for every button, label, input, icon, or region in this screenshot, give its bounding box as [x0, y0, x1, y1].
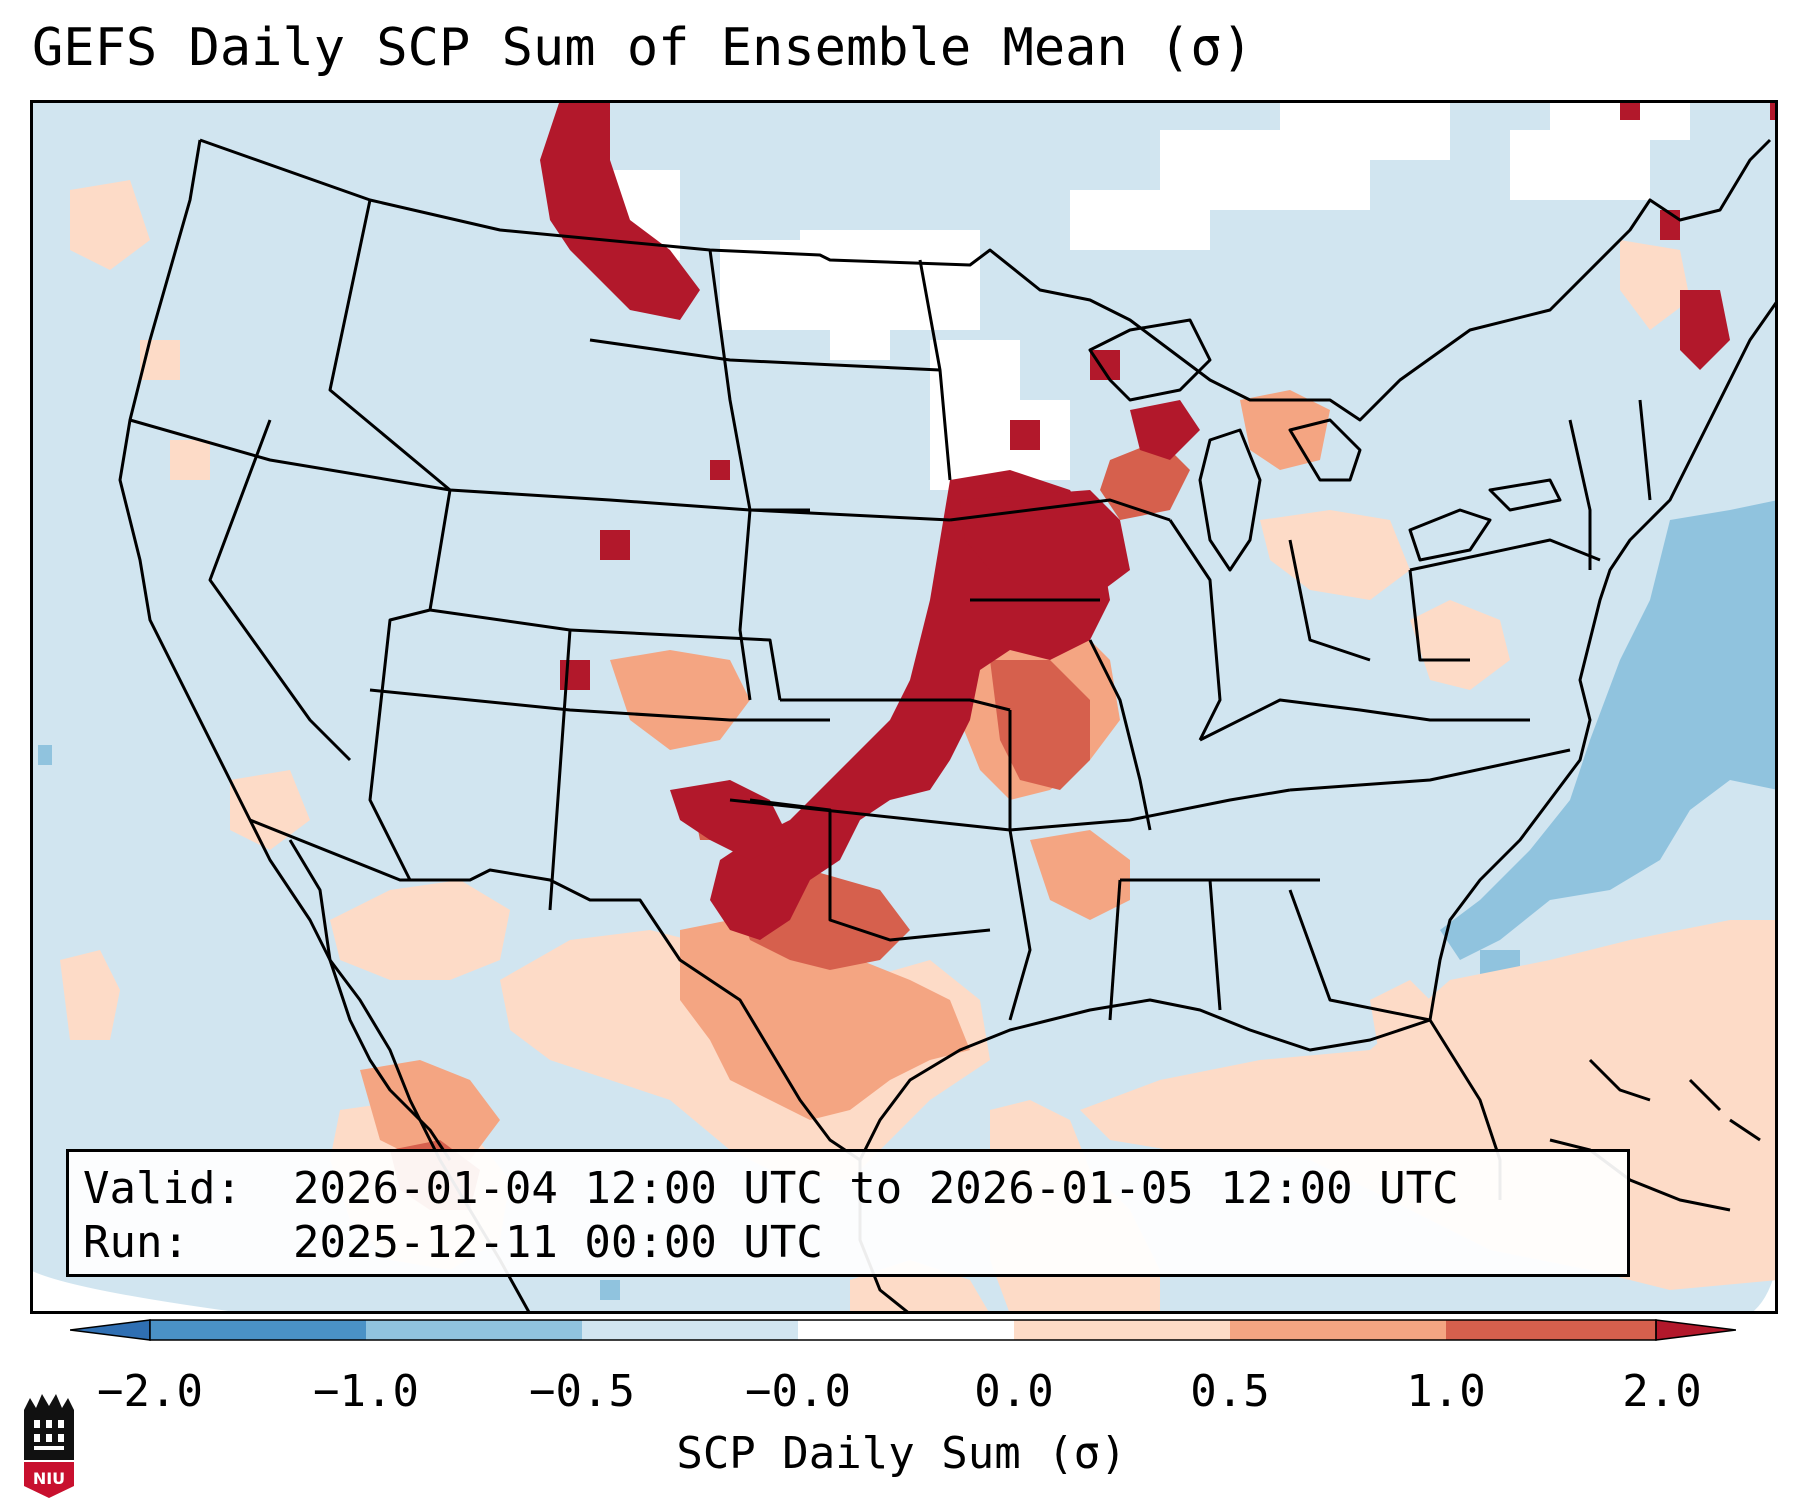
boundaries	[118, 138, 1778, 1314]
info-box: Valid: 2026-01-04 12:00 UTC to 2026-01-05…	[66, 1149, 1630, 1277]
colorbar-tick-label: −2.0	[97, 1366, 203, 1417]
run-row: Run: 2025-12-11 00:00 UTC	[83, 1216, 1627, 1270]
colorbar-tick-label: −0.5	[529, 1366, 635, 1417]
niu-logo-icon: NIU	[24, 1394, 74, 1498]
valid-row: Valid: 2026-01-04 12:00 UTC to 2026-01-05…	[83, 1162, 1627, 1216]
extreme-anomaly-areas	[540, 100, 1778, 940]
colorbar-tick-label: −1.0	[313, 1366, 419, 1417]
colorbar-tick-label: 0.0	[974, 1366, 1054, 1417]
colorbar-tick-label: −0.0	[745, 1366, 851, 1417]
colorbar-extend-low	[70, 1319, 151, 1341]
colorbar-bin-3	[582, 1320, 798, 1340]
colorbar-bin-1	[150, 1320, 366, 1340]
run-value: 2025-12-11 00:00 UTC	[293, 1217, 823, 1268]
great-lakes	[1088, 318, 1212, 402]
run-label: Run:	[83, 1217, 189, 1268]
colorbar-tick-label: 1.0	[1406, 1366, 1486, 1417]
map-panel	[30, 100, 1778, 1314]
colorbar-tick-label: 0.5	[1190, 1366, 1270, 1417]
colorbar-bin-2	[366, 1320, 582, 1340]
colorbar	[70, 1319, 1736, 1341]
colorbar-bin-4	[798, 1320, 1014, 1340]
logo-text: NIU	[33, 1469, 65, 1488]
valid-value: 2026-01-04 12:00 UTC to 2026-01-05 12:00…	[293, 1163, 1459, 1214]
west-coast	[118, 139, 532, 1314]
valid-label: Valid:	[83, 1163, 242, 1214]
colorbar-tick-label: 2.0	[1622, 1366, 1702, 1417]
gulf-coast	[858, 998, 1502, 1200]
colorbar-label: SCP Daily Sum (σ)	[676, 1428, 1127, 1479]
map-title: GEFS Daily SCP Sum of Ensemble Mean (σ)	[32, 18, 1253, 78]
colorbar-bin-5	[1014, 1320, 1230, 1340]
us-mexico-border	[249, 818, 861, 1162]
colorbar-bin-7	[1446, 1320, 1656, 1340]
us-canada-border	[199, 138, 1772, 422]
colorbar-extend-high	[1655, 1319, 1736, 1341]
east-coast	[1428, 299, 1778, 1021]
colorbar-bin-6	[1230, 1320, 1446, 1340]
